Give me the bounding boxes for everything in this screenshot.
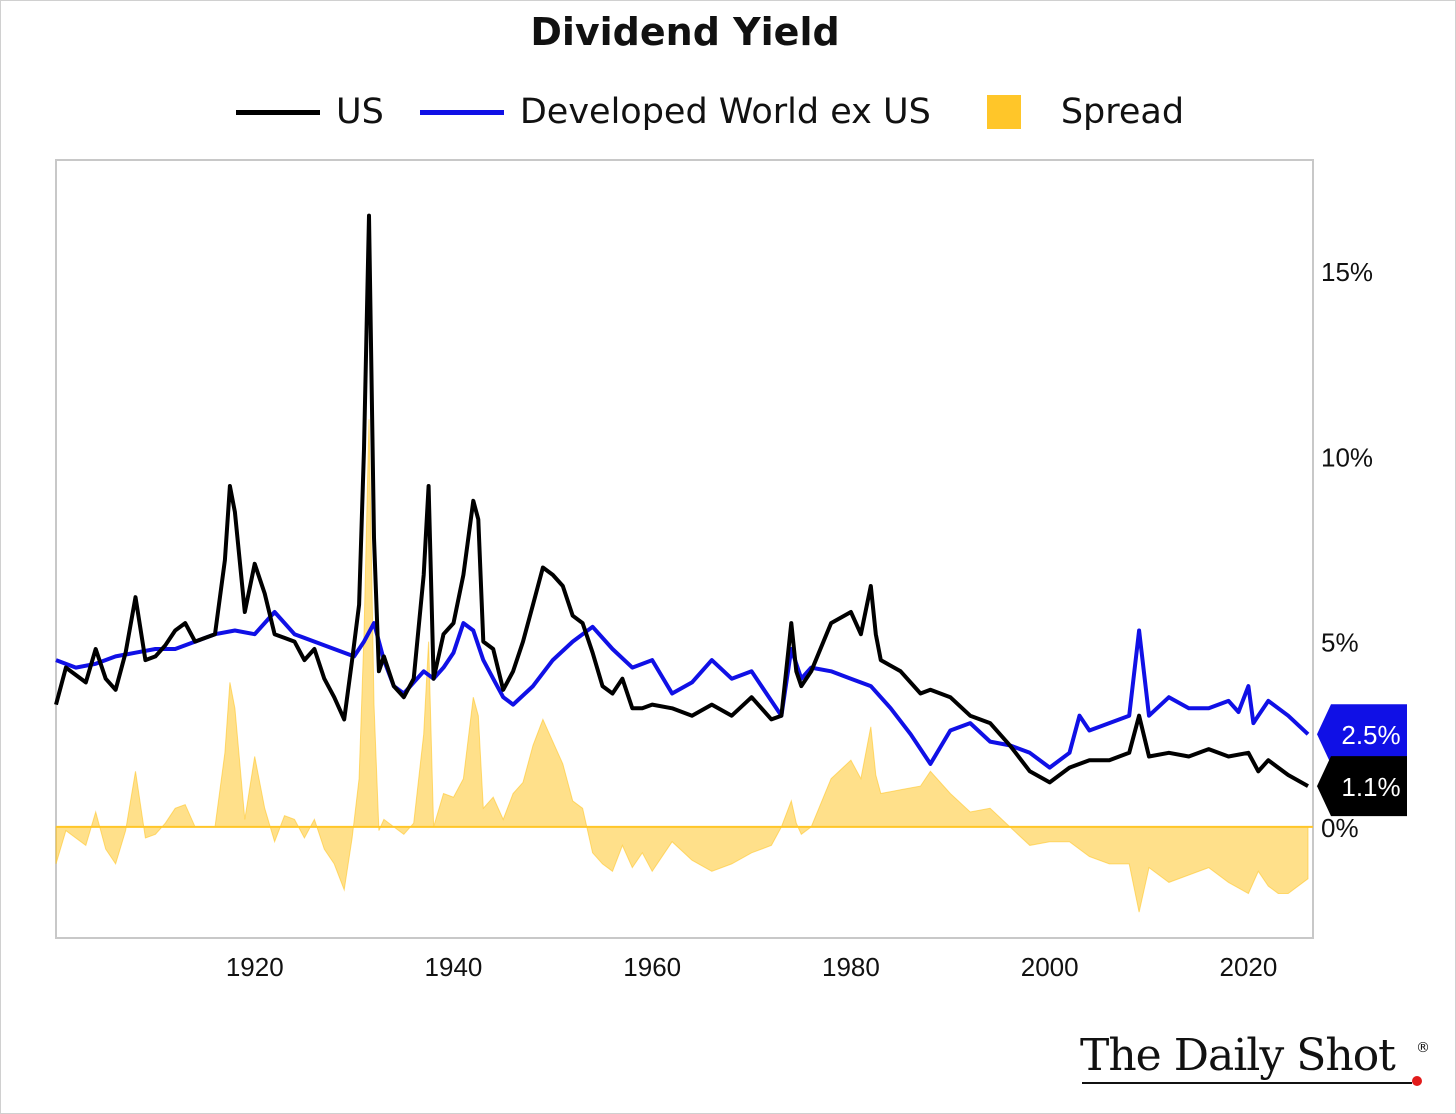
legend: US Developed World ex US Spread bbox=[236, 88, 1214, 136]
legend-label-spread: Spread bbox=[1060, 92, 1185, 132]
series-line-us bbox=[54, 213, 1309, 788]
chart-title: Dividend Yield bbox=[530, 10, 840, 54]
last-value-badges: 2.5% 1.1% bbox=[1317, 704, 1407, 817]
x-tick-label: 1960 bbox=[623, 952, 681, 982]
logo-dot bbox=[1412, 1076, 1422, 1086]
legend-swatch-us bbox=[236, 109, 320, 115]
logo-underline bbox=[1082, 1082, 1412, 1084]
badge-developed-ex-us-label: 2.5% bbox=[1341, 720, 1400, 750]
x-tick-label: 1980 bbox=[822, 952, 880, 982]
y-tick-label: 15% bbox=[1321, 257, 1373, 287]
plot-area bbox=[55, 159, 1314, 939]
series-lines-layer bbox=[54, 213, 1310, 788]
logo-text: The Daily Shot bbox=[1080, 1030, 1396, 1081]
legend-swatch-dev bbox=[419, 109, 504, 115]
series-line-developed-ex-us bbox=[55, 610, 1310, 770]
legend-swatch-spread bbox=[986, 95, 1021, 129]
x-tick-label: 2000 bbox=[1021, 952, 1079, 982]
spread-area-layer bbox=[55, 419, 1309, 913]
legend-item-us: US bbox=[236, 92, 384, 132]
badge-us-bg bbox=[1317, 756, 1407, 817]
legend-label-dev: Developed World ex US bbox=[519, 92, 931, 132]
y-tick-label: 10% bbox=[1321, 442, 1373, 472]
legend-item-dev: Developed World ex US bbox=[419, 92, 931, 132]
x-axis-ticks: 1920 1940 1960 1980 2000 2020 bbox=[226, 952, 1278, 982]
spread-area bbox=[55, 419, 1309, 913]
badge-us-label: 1.1% bbox=[1341, 772, 1400, 802]
logo: The Daily Shot bbox=[1080, 1030, 1396, 1081]
y-tick-label: 5% bbox=[1321, 628, 1359, 658]
y-tick-label: 0% bbox=[1321, 813, 1359, 843]
logo-registered-mark: ® bbox=[1416, 1040, 1430, 1056]
badge-developed-ex-us-bg bbox=[1317, 704, 1407, 765]
x-tick-label: 1940 bbox=[425, 952, 483, 982]
y-axis-ticks: 0% 5% 10% 15% bbox=[1321, 257, 1373, 843]
x-tick-label: 2020 bbox=[1219, 952, 1277, 982]
legend-label-us: US bbox=[336, 92, 384, 132]
legend-item-spread: Spread bbox=[986, 92, 1185, 132]
x-tick-label: 1920 bbox=[226, 952, 284, 982]
